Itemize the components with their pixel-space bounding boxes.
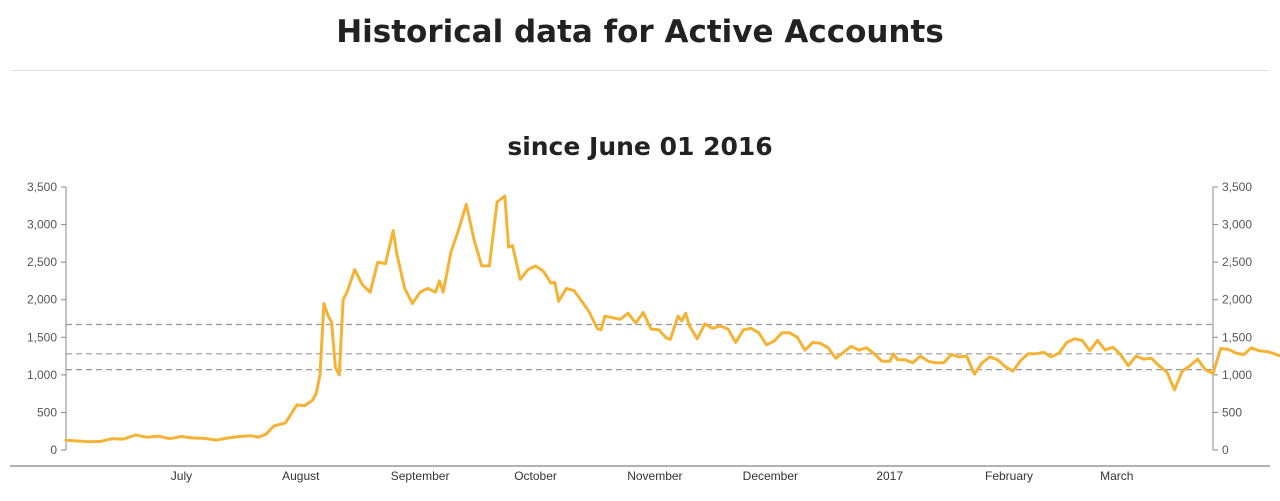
y-tick-label-right: 2,500 <box>1222 255 1252 269</box>
y-tick-label-right: 1,500 <box>1222 330 1252 344</box>
y-tick-label-left: 3,500 <box>27 180 57 194</box>
y-tick-label-right: 500 <box>1222 405 1242 419</box>
x-tick-label: July <box>171 469 192 483</box>
y-tick-label-right: 2,000 <box>1222 293 1252 307</box>
y-tick-label-right: 3,000 <box>1222 218 1252 232</box>
x-tick-label: February <box>985 469 1033 483</box>
y-tick-label-left: 0 <box>50 443 57 457</box>
page-title: Historical data for Active Accounts <box>336 14 944 50</box>
x-tick-label: October <box>514 469 557 483</box>
y-tick-label-left: 1,500 <box>27 330 57 344</box>
x-tick-label: December <box>743 469 798 483</box>
series-layer <box>64 194 1280 444</box>
x-tick-label: September <box>391 469 450 483</box>
axes: 0 0 500 500 1,000 1,000 1,500 1,500 2,000 2,000 2,… <box>10 180 1270 483</box>
y-tick-label-left: 3,000 <box>27 218 57 232</box>
x-tick-label: 2017 <box>876 469 903 483</box>
y-tick-label-left: 2,500 <box>27 255 57 269</box>
y-tick-label-right: 3,500 <box>1222 180 1252 194</box>
y-tick-label-left: 2,000 <box>27 293 57 307</box>
x-tick-label: November <box>627 469 682 483</box>
y-tick-label-right: 0 <box>1222 443 1229 457</box>
title-divider <box>10 70 1270 71</box>
y-tick-label-right: 1,000 <box>1222 368 1252 382</box>
active-accounts-line <box>64 194 1280 444</box>
chart-subtitle: since June 01 2016 <box>507 132 772 161</box>
x-tick-label: March <box>1100 469 1133 483</box>
reference-lines <box>66 323 1213 371</box>
x-tick-label: August <box>282 469 320 483</box>
y-tick-label-left: 500 <box>37 405 57 419</box>
y-tick-label-left: 1,000 <box>27 368 57 382</box>
